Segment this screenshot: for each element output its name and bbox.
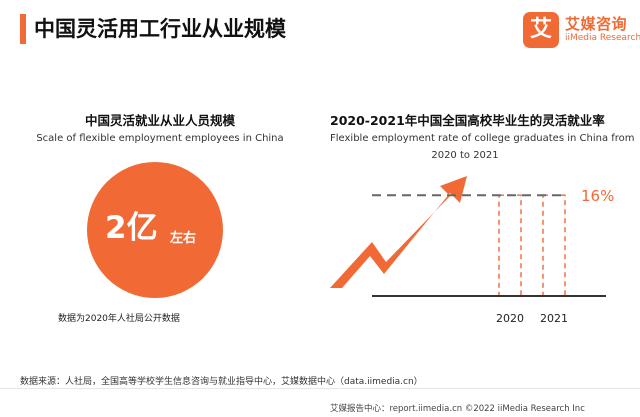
bar-2021 — [542, 194, 566, 297]
employment-scale-value: 2亿 — [105, 210, 158, 246]
left-panel-note: 数据为2020年人社局公开数据 — [58, 314, 180, 324]
right-panel-title: 2020-2021年中国全国高校毕业生的灵活就业率 — [330, 113, 605, 128]
value-circle — [87, 162, 223, 298]
title-accent-bar — [20, 14, 26, 44]
growth-arrow-icon — [330, 176, 467, 288]
footer-copyright: 艾媒报告中心：report.iimedia.cn ©2022 iiMedia R… — [330, 404, 585, 414]
page-title: 中国灵活用工行业从业规模 — [34, 17, 286, 41]
bar-2020 — [498, 194, 522, 297]
logo-mark-icon: 艾 — [523, 12, 559, 48]
x-tick-label-2021: 2021 — [540, 312, 568, 325]
logo-name-en: iiMedia Research — [565, 33, 640, 43]
x-tick-label-2020: 2020 — [496, 312, 524, 325]
left-panel-subtitle: Scale of flexible employment employees i… — [36, 133, 284, 144]
right-panel-subtitle-line1: Flexible employment rate of college grad… — [330, 133, 635, 144]
right-panel-subtitle-line2: 2020 to 2021 — [431, 150, 499, 161]
left-panel-title: 中国灵活就业从业人员规模 — [84, 113, 235, 128]
employment-scale-unit: 左右 — [170, 231, 197, 246]
footer-source: 数据来源：人社局，全国高等学校学生信息咨询与就业指导中心，艾媒数据中心（data… — [20, 377, 423, 387]
reference-line-label: 16% — [581, 187, 614, 205]
footer-divider — [0, 388, 640, 389]
brand-logo: 艾 艾媒咨询 iiMedia Research — [523, 12, 640, 48]
logo-name-cn: 艾媒咨询 — [565, 15, 628, 33]
